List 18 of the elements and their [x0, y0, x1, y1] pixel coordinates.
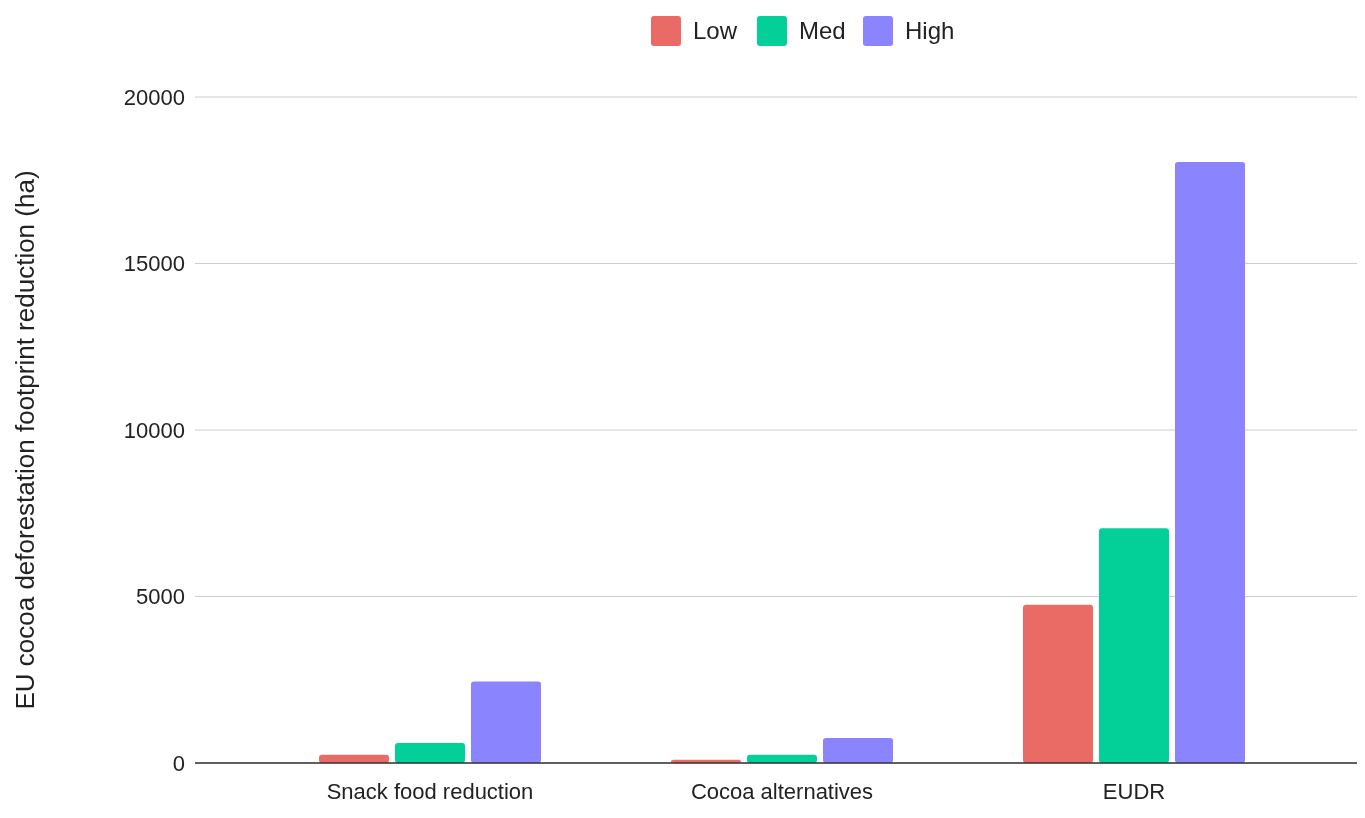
bar	[1099, 528, 1169, 763]
bar	[823, 738, 893, 763]
bar	[1023, 604, 1093, 763]
y-tick-label: 10000	[123, 417, 185, 443]
y-tick-label: 0	[172, 750, 185, 776]
legend-label: Med	[799, 17, 846, 45]
y-tick-label: 15000	[123, 251, 185, 277]
x-tick-label: Snack food reduction	[326, 779, 534, 804]
y-tick-label: 5000	[136, 584, 185, 610]
bar	[471, 681, 541, 763]
x-tick-label: Cocoa alternatives	[690, 779, 874, 804]
x-tick-label: EUDR	[1102, 779, 1166, 804]
legend-label: High	[905, 17, 955, 45]
bar	[395, 743, 465, 763]
legend-label: Low	[693, 17, 738, 45]
bar	[1175, 161, 1245, 763]
y-tick-label: 20000	[123, 84, 185, 110]
y-axis-title: EU cocoa deforestation footprint reduction (ha)	[10, 170, 40, 710]
